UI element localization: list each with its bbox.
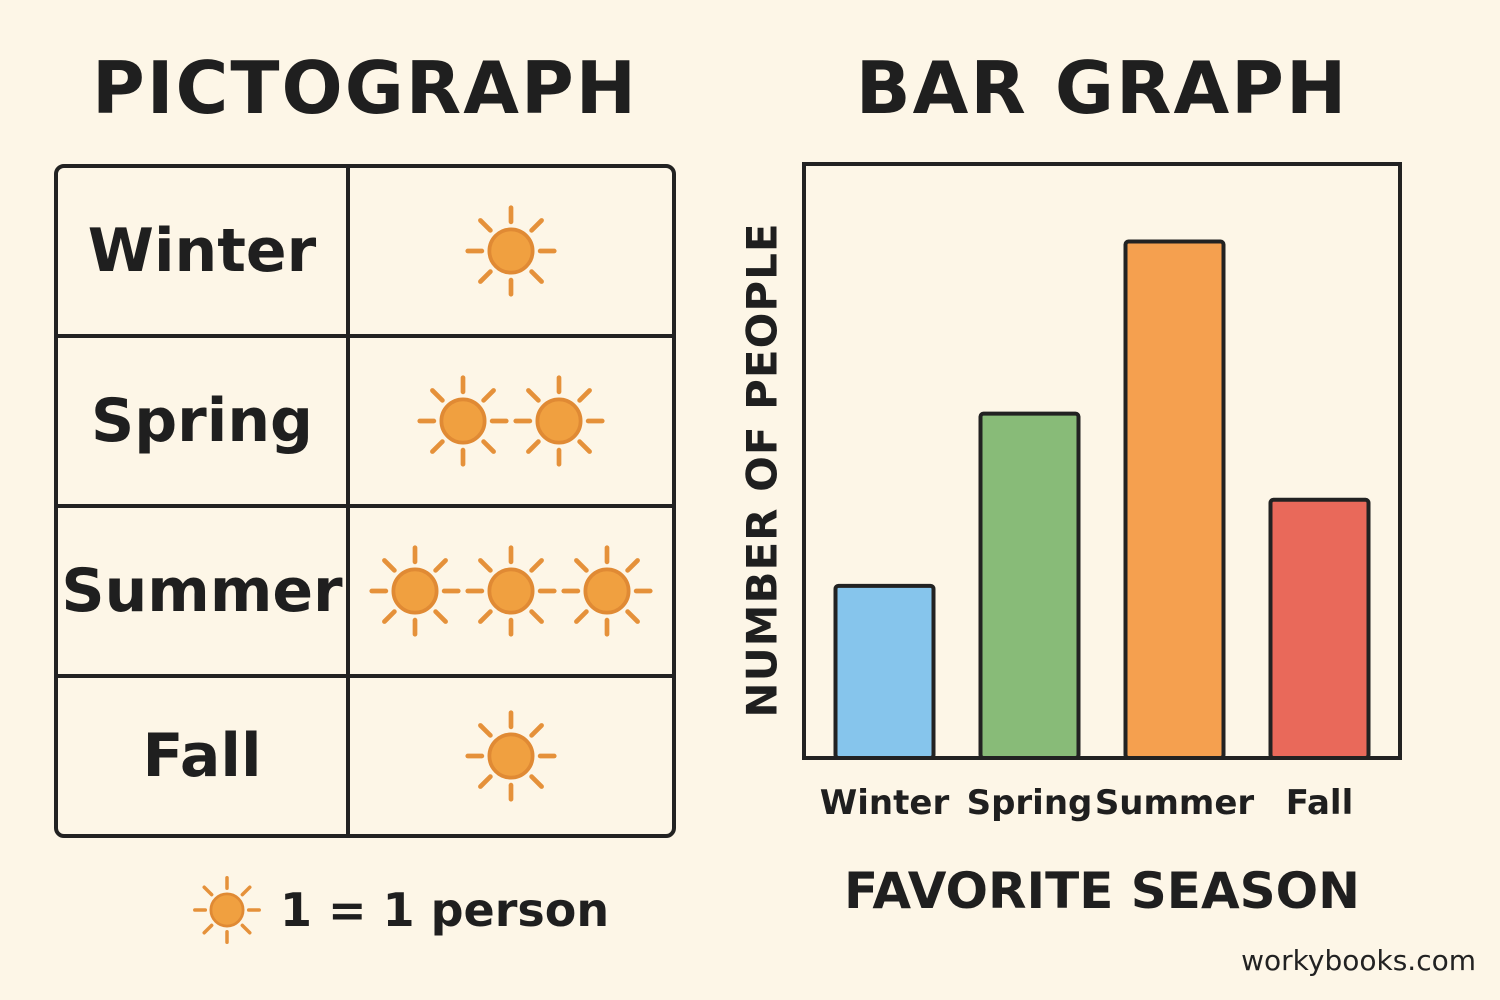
pictograph-table: Winter Spring Summer Fall <box>54 164 676 838</box>
pictograph-legend: 1 = 1 person <box>192 874 609 946</box>
bar-spring <box>978 411 1081 760</box>
tick-label-summer: Summer <box>1095 783 1255 823</box>
season-label-fall: Fall <box>58 678 350 834</box>
sun-cell-winter <box>350 168 672 338</box>
legend-text: 1 = 1 person <box>280 883 610 937</box>
plot-frame <box>802 162 1402 760</box>
sun-icon <box>513 375 605 467</box>
tick-label-winter: Winter <box>820 783 950 823</box>
sun-icon <box>465 710 557 802</box>
sun-icon <box>417 375 509 467</box>
sun-icon <box>465 205 557 297</box>
x-axis-label: FAVORITE SEASON <box>843 862 1361 920</box>
sun-cell-summer <box>350 508 672 678</box>
bar-winter <box>833 583 936 760</box>
sun-icon <box>369 545 461 637</box>
sun-icon <box>465 545 557 637</box>
bar-summer <box>1123 239 1226 760</box>
tick-label-spring: Spring <box>967 783 1093 823</box>
sun-icon <box>193 876 261 944</box>
season-label-winter: Winter <box>58 168 350 338</box>
site-credit: workybooks.com <box>1241 944 1476 977</box>
sun-cell-fall <box>350 678 672 834</box>
bar-fall <box>1268 497 1371 760</box>
sun-cell-spring <box>350 338 672 508</box>
season-label-summer: Summer <box>58 508 350 678</box>
bar-chart: Winter Spring Summer Fall <box>802 162 1402 823</box>
pictograph-title: PICTOGRAPH <box>91 46 638 130</box>
sun-icon <box>192 875 262 945</box>
bar-graph-title: BAR GRAPH <box>855 46 1349 130</box>
sun-icon <box>561 545 653 637</box>
season-label-spring: Spring <box>58 338 350 508</box>
tick-label-fall: Fall <box>1286 783 1354 823</box>
